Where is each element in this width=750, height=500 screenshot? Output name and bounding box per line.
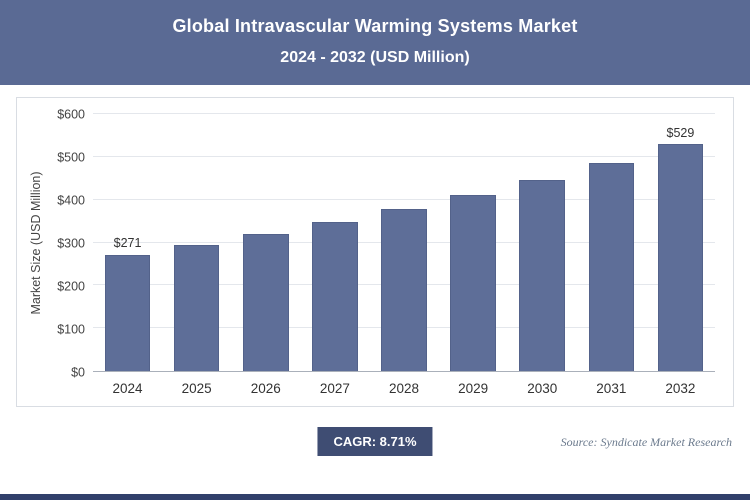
y-axis-title-text: Market Size (USD Million) [29, 171, 43, 315]
x-tick-label: 2025 [181, 381, 212, 396]
x-tick-label: 2024 [112, 381, 143, 396]
bars-container: $271 $529 [93, 114, 715, 371]
bar [657, 144, 704, 371]
x-tick-label: 2031 [596, 381, 627, 396]
y-tick-label: $100 [57, 321, 85, 336]
bar-column: $529 [646, 114, 715, 371]
gridline [93, 113, 715, 114]
x-tick-label: 2030 [527, 381, 558, 396]
gridline [93, 198, 715, 200]
bar [242, 233, 289, 371]
chart-title: Global Intravascular Warming Systems Mar… [172, 16, 578, 36]
bar [104, 254, 151, 371]
bar [588, 162, 635, 371]
y-tick-label: $300 [57, 235, 85, 250]
bar-column [577, 114, 646, 371]
y-tick-label: $200 [57, 278, 85, 293]
bar-column [369, 114, 438, 371]
source-note: Source: Syndicate Market Research [560, 435, 732, 449]
y-tick-label: $600 [57, 106, 85, 121]
bar [381, 209, 427, 371]
x-tick-label: 2027 [319, 381, 350, 396]
bar-value-label: $529 [666, 125, 695, 140]
bar [519, 179, 566, 371]
chart-header: Global Intravascular Warming Systems Mar… [0, 0, 750, 85]
y-tick-label: $500 [57, 149, 85, 164]
bar-column: $271 [93, 114, 162, 371]
bar-column [439, 114, 508, 371]
x-tick-label: 2032 [665, 381, 696, 396]
chart-plot-area: Market Size (USD Million) $0 $100 $200 $300… [25, 108, 715, 378]
bar [312, 221, 358, 371]
x-tick-label: 2028 [388, 381, 420, 396]
bar-column [162, 114, 231, 371]
plot-region: $271 $529 [93, 113, 715, 372]
bar-value-label: $271 [113, 236, 142, 251]
bar [450, 194, 496, 371]
chart-subtitle: 2024 - 2032 (USD Million) [280, 49, 470, 66]
bar-column [231, 114, 300, 371]
y-axis-ticks: $0 $100 $200 $300 $400 $500 $600 [47, 108, 93, 378]
y-tick-label: $0 [71, 364, 85, 379]
y-axis-title: Market Size (USD Million) [25, 114, 47, 372]
bar-column [508, 114, 577, 371]
bar [173, 244, 220, 371]
x-tick-label: 2026 [250, 381, 281, 396]
bar-column [300, 114, 369, 371]
x-axis-ticks: 2024 2025 2026 2027 2028 2029 2030 2031 2032 [93, 381, 715, 396]
bottom-accent-strip [0, 494, 750, 500]
x-tick-label: 2029 [458, 381, 489, 396]
chart-card: Market Size (USD Million) $0 $100 $200 $300… [16, 97, 734, 407]
y-tick-label: $400 [57, 192, 85, 207]
cagr-badge: CAGR: 8.71% [317, 427, 433, 456]
chart-footer: CAGR: 8.71% Source: Syndicate Market Res… [0, 415, 750, 473]
gridline [93, 155, 715, 157]
